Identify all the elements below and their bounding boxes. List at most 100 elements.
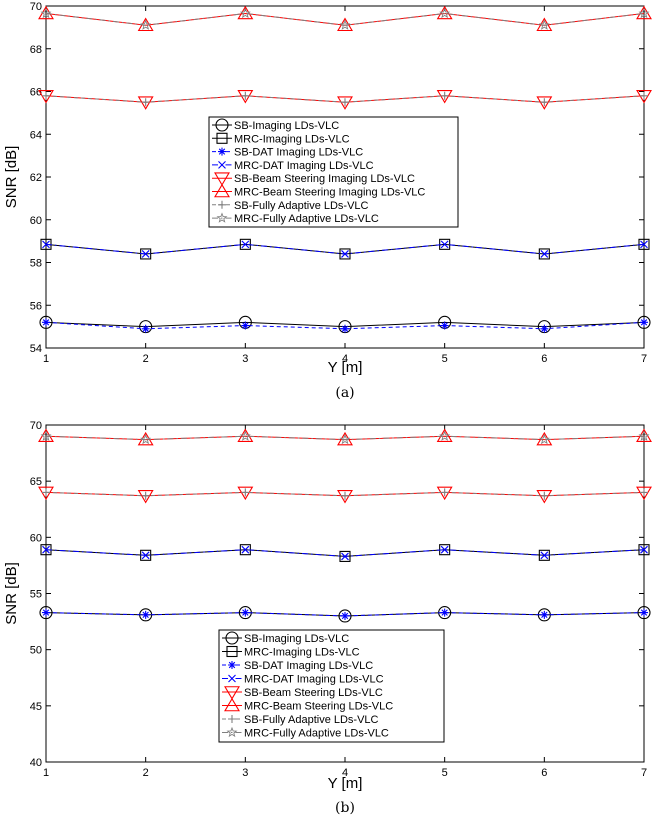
data-point: [341, 98, 349, 107]
y-tick-label: 58: [30, 258, 42, 270]
x-tick-label: 7: [641, 767, 647, 779]
data-point: [440, 488, 449, 497]
y-tick-label: 66: [30, 87, 42, 99]
legend-label: MRC-Imaging LDs-VLC: [244, 647, 360, 659]
legend-marker: [224, 686, 240, 700]
data-point: [440, 240, 449, 249]
series-8: [40, 430, 650, 445]
legend-marker: [225, 631, 239, 645]
x-tick-label: 3: [242, 353, 248, 365]
data-point: [536, 96, 553, 110]
series-7: [42, 488, 648, 500]
legend-marker: [228, 674, 236, 683]
legend-label: MRC-DAT Imaging LDs-VLC: [234, 160, 374, 172]
data-point: [338, 609, 352, 623]
legend-marker: [226, 726, 238, 738]
data-point: [440, 321, 449, 330]
data-point: [39, 606, 53, 620]
data-point: [440, 91, 449, 100]
x-tick-label: 5: [442, 353, 448, 365]
series-8: [40, 7, 650, 30]
y-tick-label: 70: [30, 420, 42, 432]
data-point: [640, 91, 648, 100]
data-point: [640, 488, 648, 497]
data-point: [38, 486, 54, 501]
x-tick-label: 2: [143, 767, 149, 779]
legend-marker: [218, 147, 226, 156]
data-point: [42, 91, 50, 100]
legend-label: MRC-Fully Adaptive LDs-VLC: [244, 728, 389, 740]
data-point: [137, 489, 154, 504]
data-point: [341, 611, 349, 620]
data-point: [339, 550, 351, 562]
legend-label: SB-DAT Imaging LDs-VLC: [234, 147, 363, 159]
y-tick-label: 68: [30, 44, 42, 56]
data-point: [341, 491, 349, 500]
data-point: [141, 324, 150, 333]
chart-caption: (b): [335, 800, 355, 816]
data-point: [341, 250, 349, 258]
x-tick-label: 7: [641, 353, 647, 365]
legend-label: MRC-Fully Adaptive LDs-VLC: [234, 213, 379, 225]
data-point: [141, 491, 150, 500]
y-tick-label: 65: [30, 476, 42, 488]
x-tick-label: 6: [541, 353, 547, 365]
data-point: [538, 19, 550, 30]
data-point: [339, 433, 351, 445]
legend-label: MRC-Imaging LDs-VLC: [234, 133, 350, 145]
data-point: [241, 488, 250, 497]
series-4: [42, 545, 648, 561]
legend-marker: [224, 697, 240, 712]
series-3: [42, 318, 648, 333]
data-point: [241, 91, 250, 100]
data-point: [540, 610, 549, 619]
legend-label: SB-Imaging LDs-VLC: [244, 633, 349, 645]
data-point: [637, 315, 651, 329]
legend-label: MRC-DAT Imaging LDs-VLC: [244, 674, 384, 686]
legend-box: [218, 629, 445, 743]
data-point: [241, 608, 250, 617]
legend-label: SB-Beam Steering Imaging LDs-VLC: [234, 173, 415, 185]
data-point: [237, 486, 254, 501]
data-point: [140, 19, 152, 30]
legend-marker: [218, 161, 226, 169]
y-tick-label: 62: [30, 172, 42, 184]
series-line: [45, 12, 645, 26]
data-point: [339, 19, 351, 30]
data-point: [42, 608, 50, 617]
x-tick-label: 4: [342, 767, 348, 779]
x-axis-label: Y [m]: [328, 775, 363, 792]
legend-marker: [228, 715, 236, 723]
data-point: [440, 545, 449, 554]
legend-marker: [214, 172, 230, 186]
data-point: [42, 318, 50, 327]
legend-label: SB-DAT Imaging LDs-VLC: [244, 660, 373, 672]
data-point: [141, 98, 150, 107]
data-point: [239, 7, 251, 19]
series-4: [42, 240, 648, 258]
y-axis-label: SNR [dB]: [3, 562, 20, 625]
data-point: [540, 551, 549, 560]
data-point: [241, 321, 250, 330]
series-7: [42, 91, 648, 107]
y-tick-label: 60: [30, 215, 42, 227]
data-point: [40, 430, 52, 441]
x-tick-label: 1: [43, 767, 49, 779]
y-tick-label: 54: [30, 343, 42, 355]
x-tick-label: 6: [541, 767, 547, 779]
data-point: [536, 489, 553, 504]
data-point: [636, 486, 652, 501]
data-point: [436, 486, 453, 501]
y-tick-label: 45: [30, 701, 42, 713]
data-point: [341, 552, 349, 561]
x-tick-label: 1: [43, 353, 49, 365]
x-tick-label: 4: [342, 353, 348, 365]
y-tick-label: 64: [30, 129, 42, 141]
data-point: [440, 608, 449, 617]
y-tick-label: 55: [30, 589, 42, 601]
legend-marker: [218, 200, 226, 209]
data-point: [141, 610, 150, 619]
